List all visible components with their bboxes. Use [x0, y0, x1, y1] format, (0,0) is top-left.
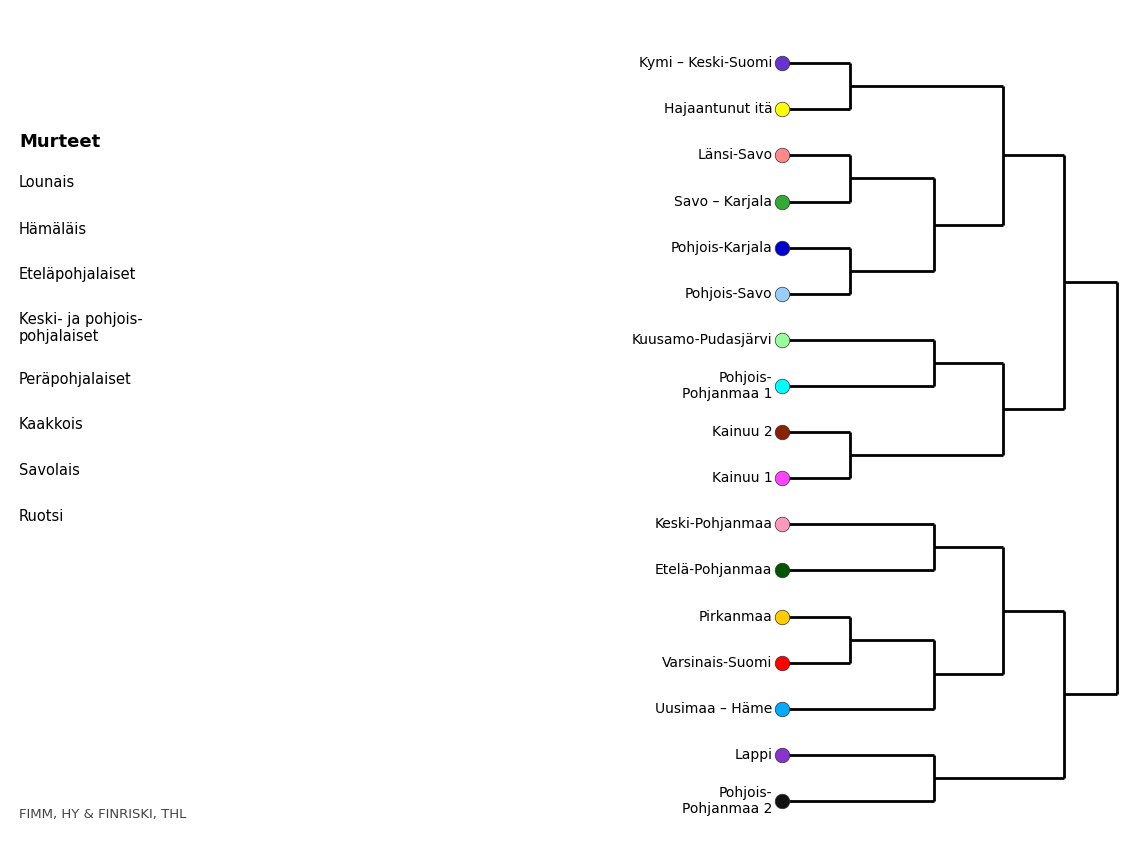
Text: Murteet: Murteet [19, 133, 100, 150]
Text: Pohjois-Karjala: Pohjois-Karjala [670, 240, 772, 255]
Text: Kainuu 2: Kainuu 2 [711, 425, 772, 439]
Point [773, 195, 791, 209]
Point [773, 56, 791, 70]
Point [773, 748, 791, 762]
Text: Hajaantunut itä: Hajaantunut itä [663, 103, 772, 116]
Text: Kainuu 1: Kainuu 1 [711, 471, 772, 486]
Point [773, 425, 791, 439]
Point [773, 794, 791, 808]
Text: Länsi-Savo: Länsi-Savo [698, 149, 772, 162]
Text: Savo – Karjala: Savo – Karjala [674, 195, 772, 209]
Text: Varsinais-Suomi: Varsinais-Suomi [662, 656, 772, 669]
Point [773, 656, 791, 669]
Point [773, 610, 791, 623]
Text: Pohjois-
Pohjanmaa 2: Pohjois- Pohjanmaa 2 [682, 786, 772, 817]
Text: Keski-Pohjanmaa: Keski-Pohjanmaa [654, 517, 772, 531]
Point [773, 563, 791, 577]
Text: Uusimaa – Häme: Uusimaa – Häme [656, 702, 772, 716]
Text: Pohjois-
Pohjanmaa 1: Pohjois- Pohjanmaa 1 [682, 371, 772, 401]
Point [773, 287, 791, 301]
Text: Kaakkois: Kaakkois [19, 417, 83, 433]
Text: Peräpohjalaiset: Peräpohjalaiset [19, 372, 132, 387]
Text: Eteläpohjalaiset: Eteläpohjalaiset [19, 267, 137, 282]
Text: Hämäläis: Hämäläis [19, 222, 87, 238]
Text: Lounais: Lounais [19, 175, 75, 191]
Point [773, 103, 791, 116]
Text: Savolais: Savolais [19, 463, 80, 479]
Point [773, 333, 791, 347]
Text: Etelä-Pohjanmaa: Etelä-Pohjanmaa [654, 563, 772, 577]
Text: FIMM, HY & FINRISKI, THL: FIMM, HY & FINRISKI, THL [19, 808, 186, 821]
Text: Pohjois-Savo: Pohjois-Savo [685, 286, 772, 301]
Point [773, 149, 791, 162]
Text: Kymi – Keski-Suomi: Kymi – Keski-Suomi [638, 56, 772, 70]
Point [773, 379, 791, 392]
Text: Keski- ja pohjois-
pohjalaiset: Keski- ja pohjois- pohjalaiset [19, 312, 142, 345]
Text: Pirkanmaa: Pirkanmaa [699, 610, 772, 623]
Point [773, 517, 791, 531]
Point [773, 702, 791, 716]
Point [773, 241, 791, 255]
Text: Kuusamo-Pudasjärvi: Kuusamo-Pudasjärvi [632, 333, 772, 347]
Text: Ruotsi: Ruotsi [19, 509, 64, 524]
Point [773, 471, 791, 485]
Text: Lappi: Lappi [734, 748, 772, 762]
